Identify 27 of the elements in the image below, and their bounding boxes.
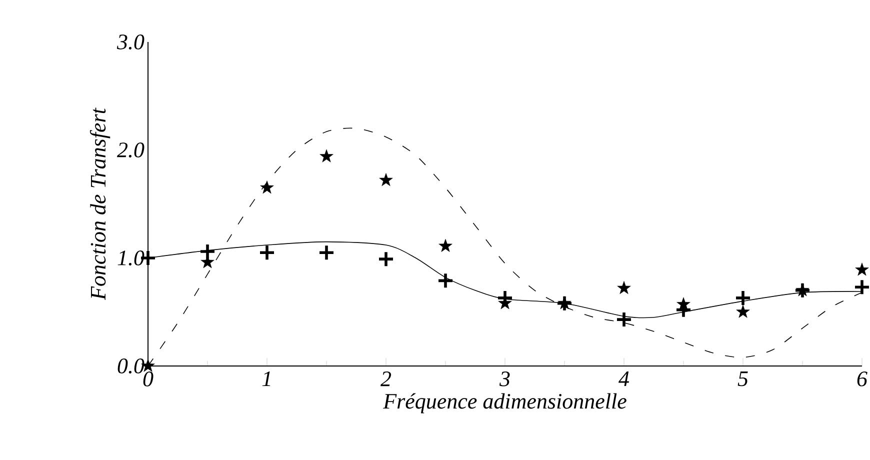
point <box>318 244 335 261</box>
y-tick-label: 2.0 <box>116 142 144 158</box>
point <box>734 290 752 306</box>
point <box>260 180 274 194</box>
point <box>199 243 216 260</box>
y-tick-label: 3.0 <box>116 34 144 50</box>
point <box>616 311 632 328</box>
x-tick-label: 3 <box>499 372 510 386</box>
y-tick-label: 0.0 <box>118 358 144 374</box>
x-tick-label: 0 <box>143 372 154 386</box>
point <box>378 250 394 268</box>
point <box>320 149 334 162</box>
point <box>437 272 454 290</box>
x-axis-title: Fréquence adimensionnelle <box>383 393 626 414</box>
x-tick-label: 1 <box>262 372 270 386</box>
point <box>258 244 276 261</box>
point <box>379 173 393 186</box>
x-tick-label: 6 <box>857 372 868 386</box>
x-tick-label: 5 <box>738 372 748 386</box>
y-axis-title: Fonction de Transfert <box>90 108 110 300</box>
point <box>438 238 452 252</box>
x-tick-label: 2 <box>380 372 392 386</box>
x-tick-label: 4 <box>618 372 629 386</box>
point <box>617 281 631 294</box>
y-tick-label: 1.0 <box>118 250 144 266</box>
point <box>854 278 870 296</box>
point <box>736 304 750 318</box>
